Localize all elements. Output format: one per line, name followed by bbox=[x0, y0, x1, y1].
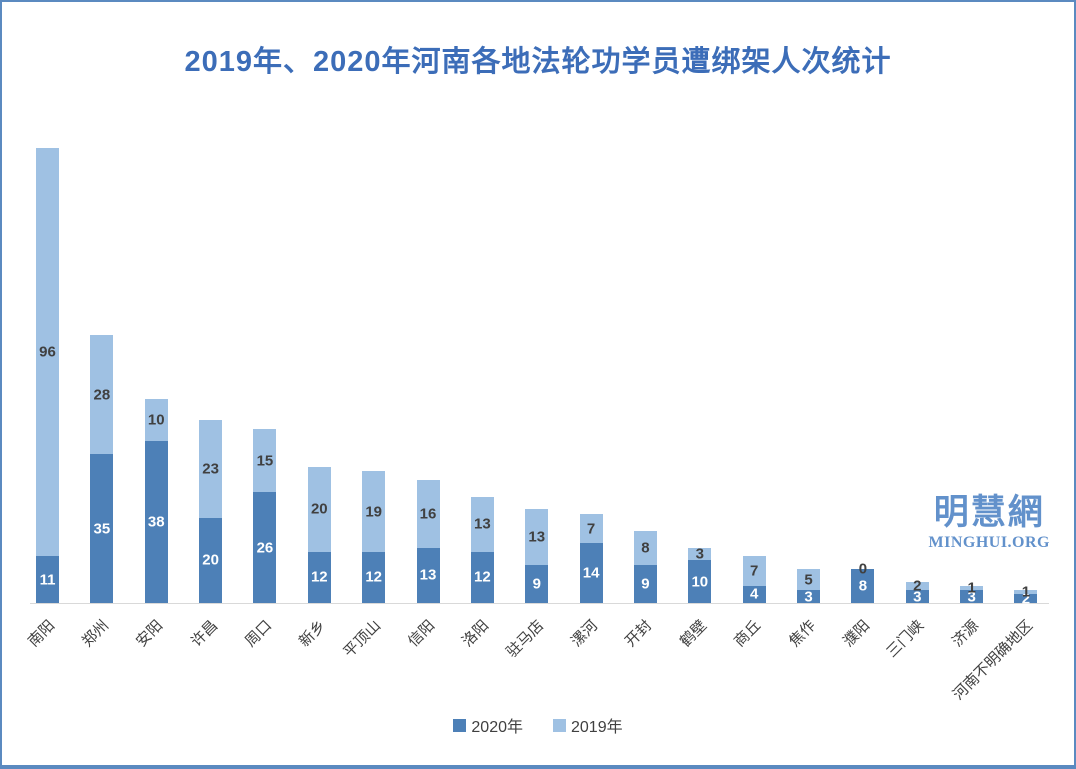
bar-segment-2019年-1 bbox=[36, 148, 59, 557]
bar-segment-2020年-9 bbox=[470, 551, 494, 603]
bar-value-label: 13 bbox=[419, 566, 437, 584]
bar-segment-2019年-14 bbox=[742, 556, 766, 586]
bar-segment-2020年-13 bbox=[688, 560, 712, 603]
bar-value-label: 3 bbox=[695, 545, 704, 563]
bar-segment-2019年-4 bbox=[199, 420, 223, 518]
bar-segment-2020年-14 bbox=[742, 585, 766, 603]
bar-value-label: 2 bbox=[913, 577, 922, 595]
bar-segment-2020年-8 bbox=[416, 547, 440, 603]
bar-value-label: 7 bbox=[750, 562, 759, 580]
bar-segment-2020年-15 bbox=[797, 590, 821, 603]
bar-segment-2019年-9 bbox=[470, 496, 494, 552]
bar-value-label: 5 bbox=[804, 571, 813, 589]
bar-segment-2020年-17 bbox=[905, 590, 929, 603]
bar-value-label: 12 bbox=[310, 568, 328, 586]
bar-segment-2020年-6 bbox=[307, 551, 331, 603]
bar-segment-2020年-1 bbox=[36, 556, 59, 603]
bar-value-label: 11 bbox=[39, 571, 56, 589]
bar-segment-2019年-3 bbox=[144, 398, 168, 442]
bar-value-label: 2 bbox=[1021, 590, 1031, 608]
bar-value-label: 38 bbox=[147, 513, 165, 531]
bar-value-label: 3 bbox=[913, 588, 922, 606]
bar-value-label: 96 bbox=[39, 343, 56, 361]
bar-segment-2020年-7 bbox=[362, 551, 386, 603]
bar-value-label: 15 bbox=[256, 452, 274, 470]
bar-segment-2020年-12 bbox=[633, 564, 657, 603]
bar-value-label: 3 bbox=[967, 588, 976, 606]
bar-value-label: 9 bbox=[532, 575, 541, 593]
bar-value-label: 20 bbox=[310, 500, 328, 518]
bar-segment-2019年-6 bbox=[307, 466, 331, 552]
bar-segment-2019年-13 bbox=[688, 547, 712, 561]
bar-segment-2020年-18 bbox=[960, 590, 984, 603]
bar-segment-2019年-8 bbox=[416, 479, 440, 548]
bar-segment-2020年-10 bbox=[525, 564, 549, 603]
bar-segment-2020年-3 bbox=[144, 441, 168, 603]
legend-swatch-2020 bbox=[453, 718, 467, 732]
bar-value-label: 16 bbox=[419, 505, 437, 523]
bar-segment-2020年-5 bbox=[253, 492, 277, 603]
legend-label-2020: 2020年 bbox=[471, 719, 523, 736]
bar-segment-2019年-17 bbox=[905, 581, 929, 591]
bar-segment-2020年-19 bbox=[1014, 594, 1038, 603]
bar-value-label: 19 bbox=[365, 503, 382, 521]
bar-segment-2019年-10 bbox=[525, 509, 549, 565]
bar-value-label: 4 bbox=[750, 585, 759, 603]
bar-value-label: 10 bbox=[691, 573, 709, 591]
legend-label-2019: 2019年 bbox=[571, 719, 623, 736]
bar-value-label: 12 bbox=[474, 568, 491, 586]
legend-item-2019: 2019年 bbox=[553, 713, 623, 737]
bar-value-label: 13 bbox=[474, 515, 491, 533]
bar-segment-2019年-19 bbox=[1014, 590, 1038, 595]
watermark-url: MINGHUI.ORG bbox=[928, 533, 1050, 551]
bar-value-label: 1 bbox=[967, 579, 976, 597]
bar-segment-2019年-11 bbox=[579, 513, 603, 544]
bar-value-label: 20 bbox=[202, 551, 219, 569]
bar-value-label: 23 bbox=[202, 460, 219, 478]
bar-value-label: 14 bbox=[582, 564, 600, 582]
bar-segment-2020年-16 bbox=[851, 568, 875, 603]
bar-segment-2020年-11 bbox=[579, 543, 603, 603]
legend: 2020年 2019年 bbox=[2, 713, 1074, 737]
bar-value-label: 3 bbox=[804, 588, 813, 606]
bar-value-label: 0 bbox=[858, 560, 868, 578]
chart-title: 2019年、2020年河南各地法轮功学员遭绑架人次统计 bbox=[184, 46, 892, 78]
legend-item-2020: 2020年 bbox=[453, 713, 523, 737]
bar-value-label: 10 bbox=[147, 411, 165, 429]
bar-value-label: 8 bbox=[641, 539, 650, 557]
bar-segment-2019年-2 bbox=[90, 335, 114, 455]
bar-segment-2020年-2 bbox=[90, 454, 114, 603]
bar-value-label: 8 bbox=[858, 577, 868, 595]
bar-value-label: 35 bbox=[93, 520, 111, 538]
bar-value-label: 7 bbox=[586, 520, 596, 538]
bar-value-label: 26 bbox=[256, 539, 274, 557]
bar-segment-2019年-5 bbox=[253, 428, 277, 493]
bar-segment-2019年-12 bbox=[633, 530, 657, 565]
bar-value-label: 12 bbox=[365, 568, 382, 586]
bar-value-label: 1 bbox=[1021, 583, 1031, 601]
bar-segment-2019年-18 bbox=[960, 585, 984, 591]
bar-segment-2019年-15 bbox=[797, 568, 821, 591]
legend-swatch-2019 bbox=[553, 718, 566, 732]
watermark: 明慧網 MINGHUI.ORG bbox=[928, 493, 1051, 552]
bar-value-label: 28 bbox=[93, 386, 111, 404]
watermark-chinese: 明慧網 bbox=[933, 493, 1045, 532]
bar-segment-2020年-4 bbox=[199, 517, 223, 603]
x-axis-line bbox=[30, 603, 1049, 604]
bar-segment-2019年-7 bbox=[362, 471, 386, 552]
bar-value-label: 13 bbox=[528, 528, 546, 546]
bar-value-label: 9 bbox=[641, 575, 650, 593]
